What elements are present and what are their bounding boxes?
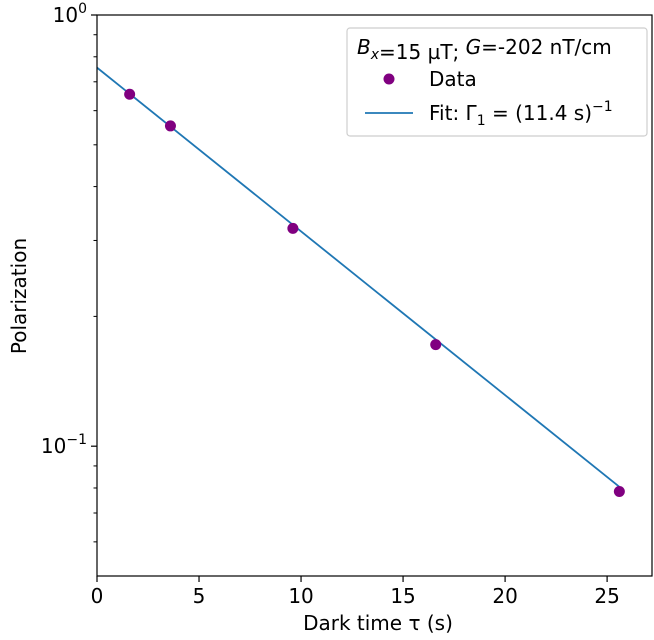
legend-label-fit: Fit: Γ1 = (11.4 s)−1 [429, 99, 613, 129]
legend: Bx=15 µT; G=-202 nT/cm Data Fit: Γ1 = (11.… [346, 27, 648, 137]
data-point [613, 486, 625, 498]
y-tick-label: 10−1 [41, 432, 87, 458]
x-axis-label: Dark time τ (s) [303, 611, 453, 635]
x-tick-label: 20 [492, 584, 517, 608]
data-point [124, 88, 136, 100]
data-point [430, 339, 442, 351]
x-tick-label: 10 [288, 584, 313, 608]
x-tick-label: 25 [594, 584, 619, 608]
y-axis: 10−1 100 [41, 1, 97, 543]
x-tick-label: 0 [91, 584, 104, 608]
legend-marker-data [383, 73, 395, 85]
legend-box [346, 27, 648, 137]
legend-title: Bx=15 µT; G=-202 nT/cm [357, 35, 612, 64]
data-point [287, 222, 299, 234]
x-tick-label: 5 [193, 584, 206, 608]
plot-area [96, 66, 625, 498]
data-point [164, 120, 176, 132]
fit-line [96, 66, 620, 488]
y-tick-label: 100 [53, 1, 87, 27]
y-axis-label: Polarization [7, 238, 31, 354]
legend-label-data: Data [429, 67, 477, 91]
x-tick-label: 15 [390, 584, 415, 608]
x-axis: 0 5 10 15 20 25 [91, 576, 620, 608]
plot-frame [96, 14, 653, 577]
